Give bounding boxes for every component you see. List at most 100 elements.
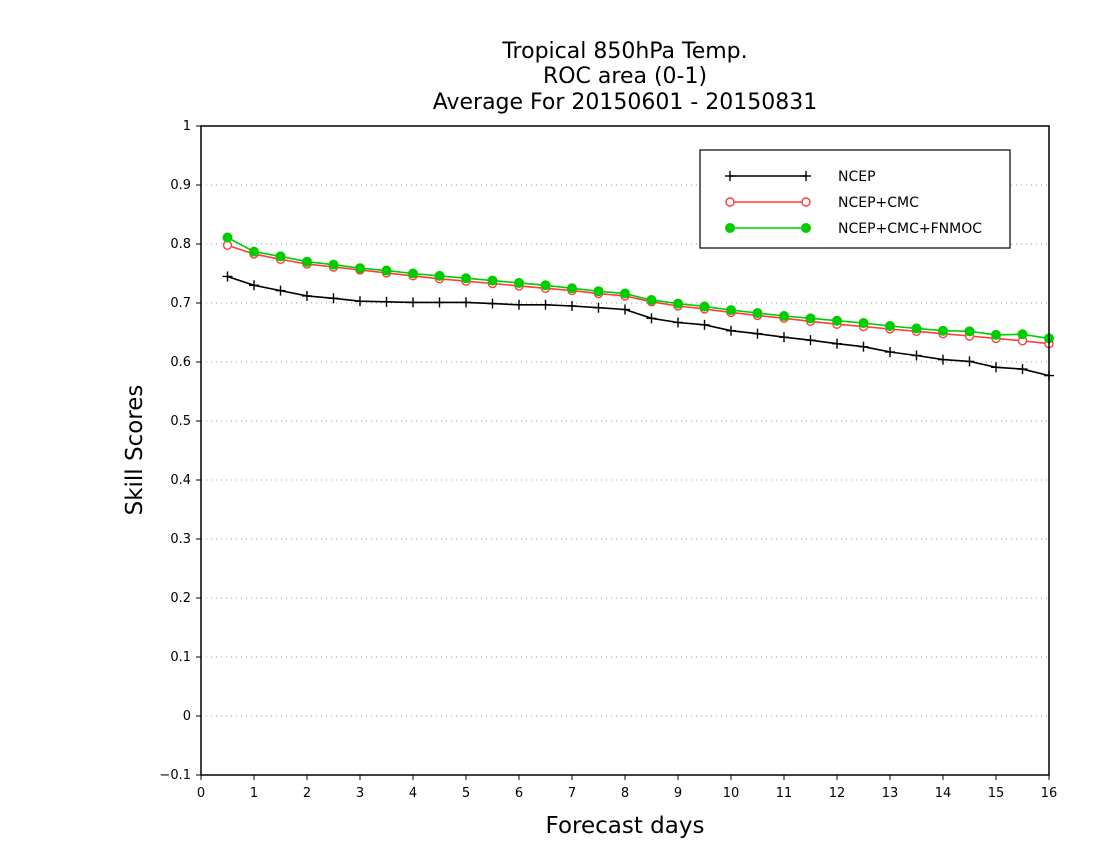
- series-ncep-cmc-fnmoc: [222, 232, 1054, 344]
- data-point: [355, 263, 365, 274]
- data-point: [540, 299, 551, 310]
- data-point: [302, 290, 312, 301]
- x-tick-label: 16: [1041, 786, 1058, 801]
- y-tick-label: 0.6: [170, 355, 191, 370]
- title-line-2: ROC area (0-1): [543, 64, 707, 89]
- x-tick-label: 1: [250, 786, 258, 801]
- x-tick-label: 7: [568, 786, 576, 801]
- series-layer: [222, 232, 1054, 381]
- data-point: [328, 293, 339, 304]
- legend-label: NCEP+CMC: [838, 195, 919, 211]
- data-point: [540, 280, 551, 291]
- data-point: [620, 304, 630, 315]
- x-tick-label: 0: [197, 786, 205, 801]
- data-point: [434, 297, 445, 308]
- data-point: [991, 329, 1001, 340]
- data-point: [275, 251, 286, 262]
- y-tick-label: 0.4: [170, 473, 191, 488]
- data-point: [911, 323, 922, 334]
- y-tick-label: 0.3: [170, 532, 191, 547]
- x-tick-label: 12: [829, 786, 846, 801]
- legend-item: NCEP+CMC+FNMOC: [725, 221, 982, 237]
- y-tick-label: 0.2: [170, 591, 191, 606]
- data-point: [222, 232, 233, 243]
- data-point: [646, 295, 657, 306]
- y-tick-label: 0.9: [170, 178, 191, 193]
- data-point: [699, 319, 710, 330]
- data-point: [328, 259, 339, 270]
- data-point: [487, 275, 498, 286]
- data-point: [832, 338, 842, 349]
- data-point: [673, 298, 683, 309]
- y-tick-label: 0.8: [170, 237, 191, 252]
- data-point: [249, 246, 259, 257]
- legend-box: [699, 149, 1011, 249]
- series-line: [227, 236, 1050, 340]
- x-tick-label: 8: [621, 786, 629, 801]
- chart-title: Tropical 850hPa Temp. ROC area (0-1) Ave…: [433, 39, 818, 115]
- data-point: [964, 356, 975, 367]
- title-line-3: Average For 20150601 - 20150831: [433, 90, 818, 115]
- x-tick-label: 10: [723, 786, 740, 801]
- title-line-1: Tropical 850hPa Temp.: [501, 39, 747, 64]
- x-tick-label: 9: [674, 786, 682, 801]
- x-axis-ticks: 0 1 2 3 4 5 6 7 8 9 10 11 12 13 14 15 16: [197, 775, 1057, 801]
- y-tick-label: −0.1: [159, 768, 191, 783]
- data-point: [302, 256, 312, 267]
- data-point: [593, 302, 604, 313]
- legend-label: NCEP+CMC+FNMOC: [838, 221, 982, 237]
- data-point: [858, 341, 869, 352]
- x-axis-title: Forecast days: [546, 813, 705, 839]
- data-point: [408, 297, 418, 308]
- x-tick-label: 15: [988, 786, 1005, 801]
- series-ncep: [222, 271, 1054, 381]
- data-point: [779, 332, 789, 343]
- data-point: [355, 296, 365, 307]
- data-point: [885, 321, 895, 332]
- x-tick-label: 2: [303, 786, 311, 801]
- data-point: [487, 298, 498, 309]
- y-tick-label: 1: [183, 119, 191, 134]
- series-ncep-cmc: [222, 240, 1054, 349]
- data-point: [461, 273, 471, 284]
- x-tick-label: 6: [515, 786, 523, 801]
- data-point: [620, 288, 630, 299]
- data-point: [938, 354, 948, 365]
- data-point: [964, 326, 975, 337]
- data-point: [381, 296, 392, 307]
- data-point: [673, 317, 683, 328]
- data-point: [911, 350, 922, 361]
- x-tick-label: 13: [882, 786, 899, 801]
- legend-marker: [725, 223, 735, 233]
- y-tick-label: 0.1: [170, 650, 191, 665]
- legend-marker: [801, 171, 811, 181]
- legend-item: NCEP: [725, 169, 876, 185]
- legend-marker: [725, 197, 735, 207]
- data-point: [514, 299, 524, 310]
- data-point: [991, 362, 1001, 373]
- data-point: [885, 346, 895, 357]
- data-point: [567, 283, 577, 294]
- y-tick-label: 0.5: [170, 414, 191, 429]
- legend-marker: [801, 197, 811, 207]
- x-tick-label: 11: [776, 786, 793, 801]
- legend: NCEP NCEP+CMC NCEP+CMC+FNMOC: [699, 149, 1011, 249]
- data-point: [222, 271, 233, 282]
- y-tick-label: 0.7: [170, 296, 191, 311]
- data-point: [726, 325, 736, 336]
- data-point: [434, 270, 445, 281]
- legend-marker: [725, 171, 735, 181]
- data-point: [567, 300, 577, 311]
- legend-marker: [801, 223, 811, 233]
- x-tick-label: 3: [356, 786, 364, 801]
- series-line: [227, 275, 1050, 377]
- data-point: [805, 313, 816, 324]
- data-point: [726, 305, 736, 316]
- data-point: [832, 315, 842, 326]
- data-point: [1017, 364, 1028, 375]
- data-point: [1017, 329, 1028, 340]
- y-axis-title: Skill Scores: [122, 385, 148, 516]
- data-point: [752, 308, 763, 319]
- x-tick-label: 4: [409, 786, 417, 801]
- data-point: [593, 286, 604, 297]
